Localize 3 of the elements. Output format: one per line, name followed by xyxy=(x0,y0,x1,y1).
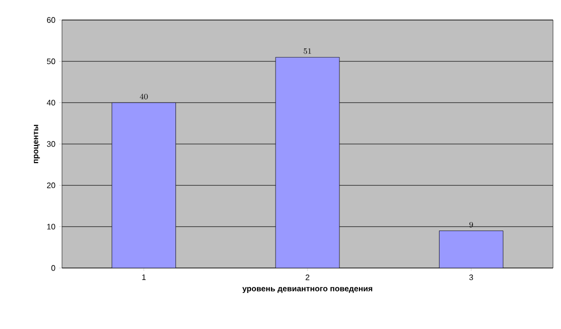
bar xyxy=(275,57,340,268)
bar xyxy=(112,102,176,268)
bar xyxy=(439,230,504,268)
